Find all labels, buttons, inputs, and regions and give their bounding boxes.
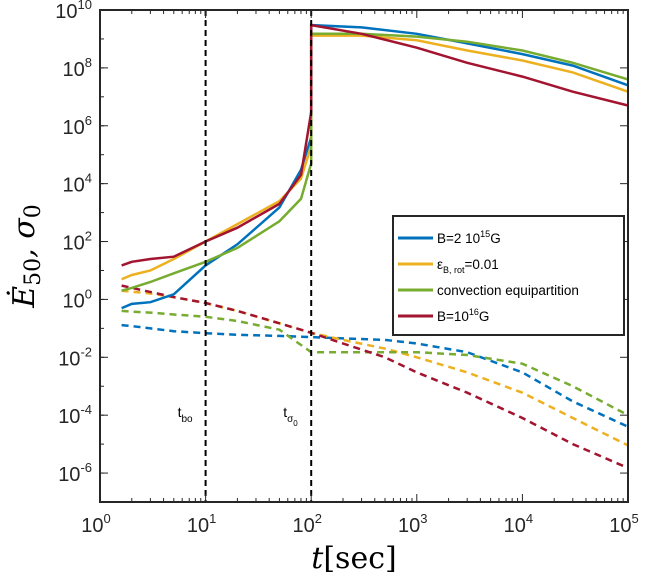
y-axis-label: Ė50, σ0 xyxy=(6,204,46,308)
x-tick-label: 100 xyxy=(81,511,110,537)
x-tick-label: 101 xyxy=(187,511,216,537)
y-tick-label: 10-4 xyxy=(58,402,92,428)
legend-label-0: B=2 1015G xyxy=(437,229,501,246)
y-tick-label: 102 xyxy=(63,229,92,255)
y-tick-label: 10-2 xyxy=(58,344,92,370)
label-layer: t[sec] Ė50, σ0 xyxy=(6,204,397,576)
series-solid-1 xyxy=(121,34,629,281)
series-dashed-1 xyxy=(121,289,629,447)
legend-label-3: B=1016G xyxy=(437,307,489,324)
y-tick-label: 100 xyxy=(63,286,92,312)
vline-label-0: tbo xyxy=(178,404,193,425)
series-solid-0 xyxy=(121,23,629,310)
x-tick-label: 103 xyxy=(398,511,427,537)
y-tick-label: 106 xyxy=(63,113,92,139)
series-dashed-0 xyxy=(121,323,629,428)
series-solid-2 xyxy=(121,32,629,292)
y-tick-label: 1010 xyxy=(55,0,92,23)
y-tick-label: 108 xyxy=(63,55,92,81)
legend-label-2: convection equipartition xyxy=(437,283,579,298)
x-tick-label: 105 xyxy=(609,511,638,537)
plot-frame xyxy=(99,9,629,503)
tick-layer: 100 101 102 103 104 105 10-6 10-4 10-2 100 102 104 1… xyxy=(55,0,638,537)
series-dashed-3 xyxy=(121,284,629,470)
series-solid-3 xyxy=(121,23,629,267)
vline-layer: tbo tσ0 xyxy=(178,10,313,502)
x-axis-label: t[sec] xyxy=(311,541,396,576)
x-tick-label: 102 xyxy=(292,511,321,537)
legend-label-1: εB, rot=0.01 xyxy=(437,257,499,275)
y-tick-label: 104 xyxy=(63,171,92,197)
x-tick-label: 104 xyxy=(504,511,533,537)
y-tick-label: 10-6 xyxy=(58,460,92,486)
vline-label-1: tσ0 xyxy=(283,404,298,428)
legend: B=2 1015G εB, rot=0.01 convection equipart… xyxy=(392,215,625,336)
